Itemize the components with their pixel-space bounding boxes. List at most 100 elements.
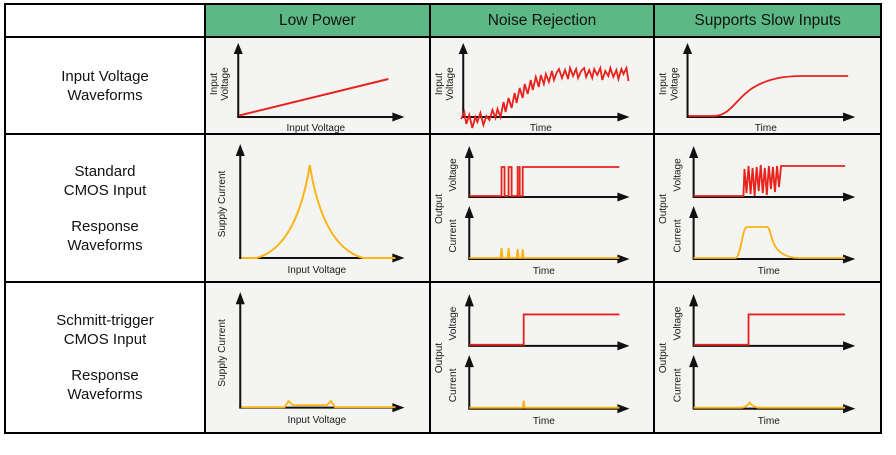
x-axis-label: Input Voltage: [287, 415, 346, 426]
header-low-power-label: Low Power: [278, 11, 356, 29]
waveform-voltage-clean-step: [468, 313, 620, 346]
st-supply-current-plot: Supply Current Input Voltage: [217, 292, 405, 426]
waveform-voltage-glitches: [468, 166, 620, 197]
graph-std-supply-current: Supply Current Input Voltage: [206, 135, 431, 283]
waveform-current-cusp: [241, 164, 396, 259]
x-axis-bottom-arrow-icon: [843, 254, 856, 264]
y-axis-bottom-label: Current: [448, 219, 459, 252]
row-label-line: CMOS Input: [63, 331, 147, 348]
waveform-voltage-clean-step: [693, 313, 846, 346]
y-axis-group-label: Output: [658, 194, 669, 224]
x-axis-label: Time: [533, 266, 555, 277]
header-low-power: Low Power: [206, 5, 431, 38]
y-axis-top-arrow-icon: [689, 146, 699, 158]
comparison-table: Low Power Noise Rejection Supports Slow …: [4, 3, 882, 434]
row-label-schmitt-cmos: Schmitt-trigger CMOS Input Response Wave…: [6, 283, 206, 432]
row-label-standard-cmos: Standard CMOS Input Response Waveforms: [6, 135, 206, 283]
x-axis-top-arrow-icon: [617, 192, 630, 202]
y-axis-label: Voltage: [670, 67, 681, 101]
input-ramp-plot: Input Voltage Input Voltage: [209, 43, 405, 133]
y-axis-arrow-icon: [458, 43, 468, 54]
row-label-line: Input Voltage: [61, 67, 149, 85]
waveform-ramp: [239, 78, 389, 117]
y-axis-top-label: Voltage: [673, 158, 684, 192]
y-axis-arrow-icon: [233, 43, 243, 54]
y-axis-arrow-icon: [235, 292, 245, 305]
row-label-line: Waveforms: [67, 236, 143, 254]
y-axis-bottom-arrow-icon: [689, 206, 699, 218]
x-axis-arrow-icon: [843, 112, 856, 122]
row-label-line: Response: [71, 367, 139, 384]
graph-st-noise-response: Output Voltage Current Time: [430, 283, 656, 432]
row-label-line: Waveforms: [67, 386, 143, 403]
y-axis-label: Input: [209, 73, 220, 95]
header-noise-rejection: Noise Rejection: [430, 5, 656, 38]
x-axis-label: Time: [755, 123, 778, 133]
y-axis-label: Supply Current: [217, 319, 228, 387]
y-axis-group-label: Output: [658, 343, 669, 374]
input-noise-plot: Input Voltage Time: [434, 43, 630, 133]
std-supply-current-plot: Supply Current Input Voltage: [217, 144, 405, 276]
row-label-line: Response: [71, 217, 139, 235]
graph-st-supply-current: Supply Current Input Voltage: [206, 283, 431, 432]
x-axis-label: Input Voltage: [287, 265, 346, 276]
header-slow-inputs-label: Supports Slow Inputs: [694, 11, 841, 29]
y-axis-group-label: Output: [434, 343, 445, 374]
x-axis-bottom-arrow-icon: [617, 404, 630, 414]
y-axis-bottom-label: Current: [448, 368, 459, 402]
x-axis-top-arrow-icon: [617, 341, 630, 351]
y-axis-top-arrow-icon: [689, 294, 699, 307]
graph-input-ramp: Input Voltage Input Voltage: [206, 38, 431, 135]
waveform-slow-sigmoid: [688, 75, 849, 117]
y-axis-bottom-arrow-icon: [689, 354, 699, 368]
std-noise-response-plot: Output Voltage Current Time: [434, 146, 630, 277]
x-axis-label: Input Voltage: [286, 123, 345, 133]
y-axis-label: Voltage: [220, 67, 231, 101]
graph-st-slow-response: Output Voltage Current Time: [655, 283, 880, 432]
x-axis-top-arrow-icon: [843, 192, 856, 202]
waveform-current-pulse-decay: [693, 226, 846, 259]
row-label-line: Waveforms: [67, 86, 143, 104]
st-slow-response-plot: Output Voltage Current Time: [658, 294, 856, 427]
y-axis-label: Voltage: [445, 67, 456, 101]
y-axis-group-label: Output: [434, 194, 445, 224]
input-slow-plot: Input Voltage Time: [658, 43, 856, 133]
x-axis-arrow-icon: [392, 253, 405, 263]
waveform-voltage-oscillation: [693, 164, 846, 197]
y-axis-arrow-icon: [683, 43, 693, 54]
x-axis-label: Time: [529, 123, 551, 133]
y-axis-label: Supply Current: [217, 171, 228, 238]
row-label-line: Standard: [74, 162, 136, 180]
row-label-line: CMOS Input: [63, 181, 147, 199]
y-axis-bottom-arrow-icon: [464, 354, 474, 368]
x-axis-label: Time: [533, 416, 555, 427]
waveform-current-spikes: [468, 247, 620, 259]
y-axis-top-label: Voltage: [448, 306, 459, 340]
x-axis-top-arrow-icon: [843, 341, 856, 351]
x-axis-arrow-icon: [392, 112, 405, 122]
y-axis-bottom-arrow-icon: [464, 206, 474, 218]
y-axis-top-arrow-icon: [464, 146, 474, 158]
graph-std-slow-response: Output Voltage Current Time: [655, 135, 880, 283]
waveform-noisy-rise: [460, 64, 630, 129]
waveform-current-tiny-bump: [241, 399, 396, 409]
x-axis-label: Time: [758, 416, 781, 427]
header-corner-cell: [6, 5, 206, 38]
y-axis-label: Input: [434, 73, 445, 95]
x-axis-arrow-icon: [392, 403, 405, 413]
y-axis-bottom-label: Current: [673, 368, 684, 402]
graph-input-slow: Input Voltage Time: [655, 38, 880, 135]
y-axis-top-label: Voltage: [673, 306, 684, 340]
y-axis-top-label: Voltage: [448, 158, 459, 192]
x-axis-arrow-icon: [617, 112, 630, 122]
y-axis-top-arrow-icon: [464, 294, 474, 307]
header-slow-inputs: Supports Slow Inputs: [655, 5, 880, 38]
x-axis-label: Time: [758, 266, 781, 277]
y-axis-arrow-icon: [235, 144, 245, 156]
graph-input-noise: Input Voltage Time: [430, 38, 656, 135]
y-axis-bottom-label: Current: [673, 219, 684, 253]
header-noise-rejection-label: Noise Rejection: [487, 11, 597, 29]
row-label-input-waveforms: Input Voltage Waveforms: [6, 38, 206, 135]
x-axis-bottom-arrow-icon: [617, 254, 630, 264]
waveform-current-small-bump: [693, 400, 846, 409]
